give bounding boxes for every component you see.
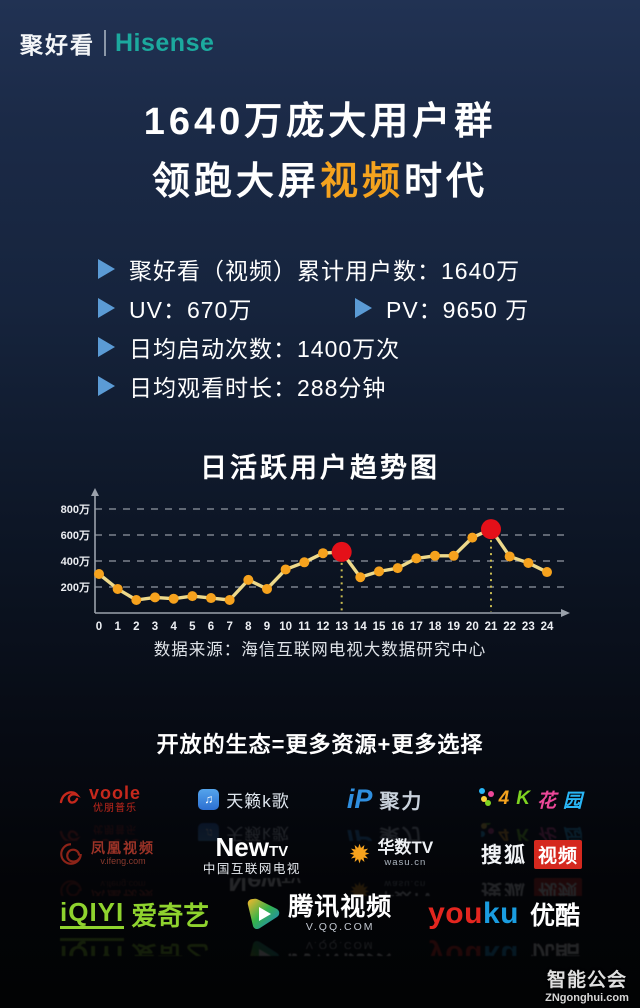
stat-daily-watch-time: 日均观看时长：288分钟 — [98, 366, 568, 405]
svg-text:8: 8 — [245, 621, 252, 633]
juhaokan-logo: 聚好看 — [20, 32, 95, 58]
svg-text:13: 13 — [335, 621, 348, 633]
svg-text:24: 24 — [541, 621, 554, 633]
stat-pv: PV：9650 万 — [355, 291, 529, 325]
svg-text:0: 0 — [96, 621, 102, 633]
stat-uv: UV：670万 — [129, 296, 253, 323]
svg-text:1: 1 — [114, 621, 121, 633]
partner-logo-sohu-video: 搜狐 视频 搜狐 视频 — [481, 833, 582, 896]
stat-cumulative-users: 聚好看（视频）累计用户数：1640万 — [98, 249, 568, 288]
svg-text:2: 2 — [133, 621, 139, 633]
partner-logo-newtv: NewTV 中国互联网电视 NewTV 中国互联网电视 — [202, 832, 301, 896]
voole-cn-name: 优朋普乐 — [93, 803, 137, 815]
partner-logo-row-2: 凤凰视频 v.ifeng.com 凤凰视频 v.ifeng.com NewTV … — [0, 833, 640, 896]
svg-text:200万: 200万 — [61, 581, 90, 594]
svg-text:14: 14 — [354, 621, 367, 633]
svg-text:20: 20 — [466, 621, 479, 633]
svg-text:11: 11 — [298, 621, 311, 633]
triangle-bullet-icon — [98, 375, 115, 396]
svg-text:21: 21 — [485, 621, 498, 633]
partner-logo-juli: iP 聚力 iP 聚力 — [346, 783, 424, 842]
hisense-logo: Hisense — [115, 28, 215, 57]
triangle-bullet-icon — [98, 336, 115, 357]
svg-text:5: 5 — [189, 621, 196, 633]
triangle-bullet-icon — [98, 297, 115, 318]
title-highlight: 视频 — [319, 161, 404, 203]
voole-wordmark: voole — [89, 782, 142, 803]
svg-text:18: 18 — [429, 621, 442, 633]
stats-list: 聚好看（视频）累计用户数：1640万 UV：670万 PV：9650 万 日均启… — [98, 249, 568, 405]
play-button-icon — [247, 898, 280, 930]
color-dots-icon — [480, 796, 487, 802]
sohu-video-red-box: 视频 — [533, 839, 582, 869]
partner-logo-iqiyi: iQIYI 爱奇艺 iQIYI 爱奇艺 — [60, 893, 209, 956]
svg-text:9: 9 — [264, 621, 270, 633]
zngonghui-url: ZNgonghui.com — [545, 992, 629, 1004]
svg-text:4: 4 — [170, 621, 177, 633]
partner-logo-row-1: voole 优朋普乐 voole 优朋普乐 ♫ 天籁k歌 ♫ 天籁k歌 — [0, 778, 640, 841]
partner-logo-youku: youku 优酷 youku 优酷 — [428, 897, 580, 956]
youku-wordmark: youku — [428, 897, 519, 930]
partner-logo-wasu-tv: ✹ 华数TV wasu.cn ✹ 华数TV wasu.cn — [348, 838, 434, 896]
phoenix-spiral-icon — [60, 843, 82, 865]
zngonghui-logo: 智能公会 — [546, 970, 627, 991]
svg-text:23: 23 — [522, 621, 535, 633]
stat-daily-launches: 日均启动次数：1400万次 — [98, 327, 568, 366]
starburst-icon: ✹ — [348, 839, 371, 869]
triangle-bullet-icon — [355, 297, 372, 318]
partner-logo-tencent-video: 腾讯视频 V.QQ.COM 腾讯视 — [245, 893, 392, 956]
juli-ip-icon: iP — [346, 783, 373, 814]
partner-logo-tianlai-karaoke: ♫ 天籁k歌 ♫ 天籁k歌 — [198, 778, 290, 841]
chart-title: 日活跃用户趋势图 — [200, 453, 440, 483]
partner-logo-voole: voole 优朋普乐 voole 优朋普乐 — [58, 778, 141, 841]
title-line1: 1640万庞大用户群 — [143, 101, 497, 143]
data-source-caption: 数据来源：海信互联网电视大数据研究中心 — [153, 641, 487, 659]
svg-text:3: 3 — [152, 621, 158, 633]
svg-text:6: 6 — [208, 621, 214, 633]
title-line2: 领跑大屏视频时代 — [151, 161, 489, 203]
iqiyi-wordmark: iQIYI — [60, 898, 125, 930]
partner-logo-row-3: iQIYI 爱奇艺 iQIYI 爱奇艺 — [0, 893, 640, 956]
svg-text:15: 15 — [373, 621, 386, 633]
music-note-icon: ♫ — [198, 788, 220, 810]
svg-text:16: 16 — [391, 621, 404, 633]
svg-text:600万: 600万 — [61, 529, 90, 542]
page-title: 1640万庞大用户群 领跑大屏视频时代 — [0, 92, 640, 212]
svg-text:22: 22 — [503, 621, 516, 633]
partner-logo-4k-garden: 4 K 花 园 4 K 花 园 — [480, 778, 582, 841]
partner-logo-ifeng-video: 凤凰视频 v.ifeng.com 凤凰视频 v.ifeng.com — [58, 833, 155, 896]
svg-text:800万: 800万 — [61, 503, 90, 516]
svg-text:10: 10 — [279, 621, 292, 633]
ecosystem-title: 开放的生态=更多资源+更多选择 — [156, 732, 484, 757]
zngonghui-watermark: 智能公会 ZNgonghui.com — [537, 965, 637, 1004]
triangle-bullet-icon — [98, 258, 115, 279]
svg-text:19: 19 — [447, 621, 460, 633]
stat-uv-pv: UV：670万 PV：9650 万 — [98, 288, 568, 327]
voole-bird-icon — [59, 791, 81, 804]
svg-text:400万: 400万 — [61, 555, 90, 568]
svg-text:7: 7 — [226, 621, 232, 633]
logo-divider — [104, 30, 106, 56]
brand-header: 聚好看 Hisense — [20, 26, 214, 60]
svg-text:12: 12 — [317, 621, 330, 633]
svg-text:17: 17 — [410, 621, 423, 633]
